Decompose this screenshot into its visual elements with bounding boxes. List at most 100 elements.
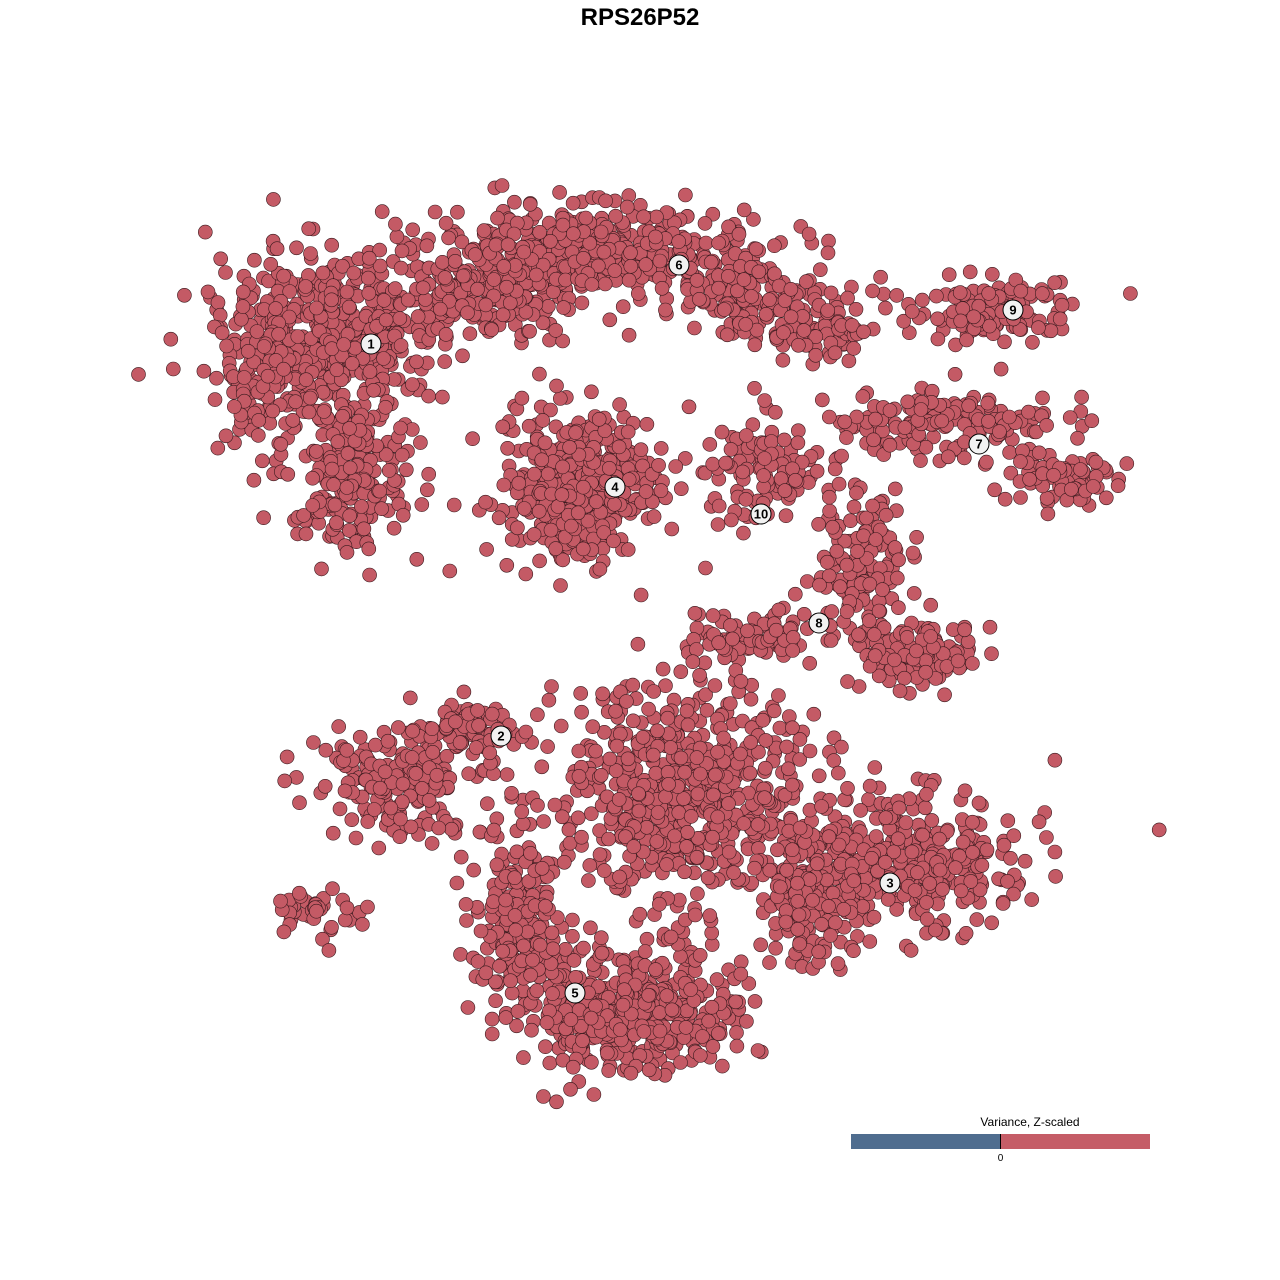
cell-point	[716, 302, 732, 317]
cell-point	[593, 224, 609, 240]
cell-point	[882, 437, 898, 453]
cell-point	[247, 252, 262, 268]
cell-point	[596, 244, 612, 260]
cell-point	[664, 1002, 680, 1018]
cell-point	[820, 245, 836, 261]
cell-point	[1052, 311, 1068, 327]
cell-point	[476, 223, 492, 238]
cell-point	[738, 492, 754, 507]
cell-point	[673, 481, 689, 497]
cell-point	[639, 819, 655, 835]
cell-point	[1013, 454, 1028, 469]
cell-point	[915, 827, 930, 843]
cell-point	[525, 952, 540, 968]
cell-point	[747, 380, 762, 396]
cell-point	[324, 237, 340, 253]
cell-point	[468, 740, 484, 755]
cell-point	[757, 393, 772, 408]
cell-point	[318, 742, 334, 758]
cell-point	[918, 664, 934, 680]
cell-point	[621, 327, 637, 343]
cell-point	[341, 299, 357, 315]
cell-point	[728, 994, 744, 1010]
cell-point	[372, 780, 388, 796]
cell-point	[840, 674, 855, 689]
cell-point	[402, 690, 418, 706]
cell-point	[435, 389, 450, 405]
cell-point	[371, 840, 387, 856]
cell-point	[891, 552, 906, 568]
cell-point	[867, 760, 883, 775]
cell-point	[466, 862, 482, 878]
cell-point	[344, 356, 360, 371]
cell-point	[576, 250, 591, 266]
cell-point	[507, 908, 523, 923]
cell-point	[450, 204, 465, 220]
cell-point	[329, 515, 344, 531]
cell-point	[431, 820, 447, 836]
cell-point	[462, 326, 478, 342]
cell-point	[900, 394, 916, 410]
cell-point	[687, 605, 703, 621]
cell-point	[302, 390, 318, 406]
cell-point	[766, 703, 782, 719]
cell-point	[636, 1024, 652, 1039]
cell-point	[516, 501, 532, 516]
cell-point	[460, 305, 475, 321]
cell-point	[652, 1023, 668, 1039]
cell-point	[979, 842, 995, 858]
cell-point	[473, 923, 489, 939]
cell-point	[748, 241, 764, 257]
cell-point	[811, 944, 827, 960]
cell-point	[839, 604, 855, 619]
cell-point	[256, 339, 272, 354]
cell-point	[1062, 410, 1078, 425]
cell-point	[414, 497, 430, 512]
cell-point	[1031, 445, 1047, 461]
cell-point	[987, 482, 1002, 498]
cell-point	[953, 883, 969, 899]
cell-point	[438, 215, 454, 231]
cell-point	[791, 337, 806, 353]
cell-point	[279, 749, 295, 765]
cell-point	[447, 253, 463, 269]
cell-point	[692, 947, 708, 963]
cell-point	[747, 337, 763, 353]
cell-point	[829, 543, 845, 559]
cell-point	[502, 295, 518, 311]
cell-point	[478, 494, 493, 510]
cell-point	[381, 463, 397, 478]
cell-point	[360, 270, 376, 286]
cell-point	[821, 489, 837, 505]
cell-point	[887, 540, 903, 555]
cell-point	[538, 898, 553, 914]
cell-point	[366, 802, 382, 817]
cell-point	[633, 587, 649, 603]
cell-point	[625, 677, 641, 693]
cell-point	[251, 413, 267, 428]
cell-point	[751, 841, 766, 856]
cell-point	[516, 244, 532, 260]
cell-point	[867, 648, 883, 664]
cell-point	[339, 742, 355, 758]
cell-point	[488, 993, 503, 1009]
cell-point	[714, 424, 730, 440]
cell-point	[235, 299, 251, 314]
cell-point	[592, 847, 608, 862]
cell-point	[526, 527, 542, 542]
cell-point	[756, 468, 771, 483]
cell-point	[882, 403, 898, 418]
cell-point	[790, 875, 805, 891]
cell-point	[850, 544, 865, 559]
cell-point	[522, 323, 537, 339]
cell-point	[484, 706, 500, 722]
cell-point	[516, 938, 531, 954]
cell-point	[851, 627, 866, 643]
cell-point	[346, 265, 362, 281]
cell-point	[578, 210, 594, 226]
cell-point	[400, 292, 416, 308]
cell-point	[827, 915, 843, 931]
cell-point	[499, 557, 515, 573]
cell-point	[518, 566, 534, 582]
cell-point	[530, 798, 545, 813]
